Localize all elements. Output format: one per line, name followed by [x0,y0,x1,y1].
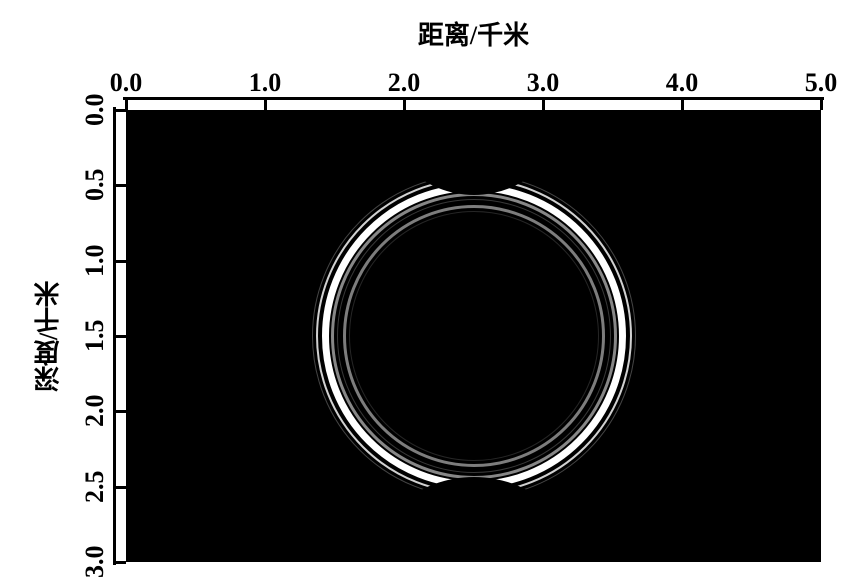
y-tick-label-1: 0.5 [80,165,110,205]
x-tick-label-3: 3.0 [523,68,563,98]
x-tick-4 [681,100,684,110]
y-tick-2 [116,260,126,263]
y-tick-label-3: 1.5 [80,316,110,356]
y-tick-label-6: 3.0 [80,542,110,582]
x-axis-title: 距离/千米 [0,15,851,52]
wavefront-ring-2 [322,184,626,488]
x-tick-1 [264,100,267,110]
wavefront-ring-3 [331,193,617,479]
y-tick-6 [116,561,126,564]
wavefront-ring-1 [316,178,632,494]
y-axis-title: 深度/千米 [30,110,67,562]
x-tick-label-5: 5.0 [801,68,841,98]
wavefront-ring-6 [349,211,599,461]
x-tick-3 [542,100,545,110]
y-tick-label-0: 0.0 [80,90,110,130]
y-tick-label-5: 2.5 [80,467,110,507]
y-tick-label-2: 1.0 [80,241,110,281]
x-tick-label-2: 2.0 [384,68,424,98]
y-tick-1 [116,184,126,187]
plot-area [126,110,821,562]
y-tick-0 [116,109,126,112]
y-tick-5 [116,486,126,489]
x-tick-5 [820,100,823,110]
x-axis-line [123,97,824,100]
x-tick-label-0: 0.0 [106,68,146,98]
y-tick-label-4: 2.0 [80,391,110,431]
x-tick-label-1: 1.0 [245,68,285,98]
y-tick-4 [116,410,126,413]
x-tick-2 [403,100,406,110]
wavefront-ring-4 [337,199,611,473]
wavefront-ring-0 [312,174,636,498]
y-tick-3 [116,335,126,338]
wavefront-figure: 距离/千米 深度/千米 0.0 1.0 2.0 3.0 4.0 5.0 0.0 … [0,0,851,573]
x-tick-label-4: 4.0 [662,68,702,98]
wavefront-ring-5 [343,205,605,467]
wavefront-rings [126,110,821,562]
